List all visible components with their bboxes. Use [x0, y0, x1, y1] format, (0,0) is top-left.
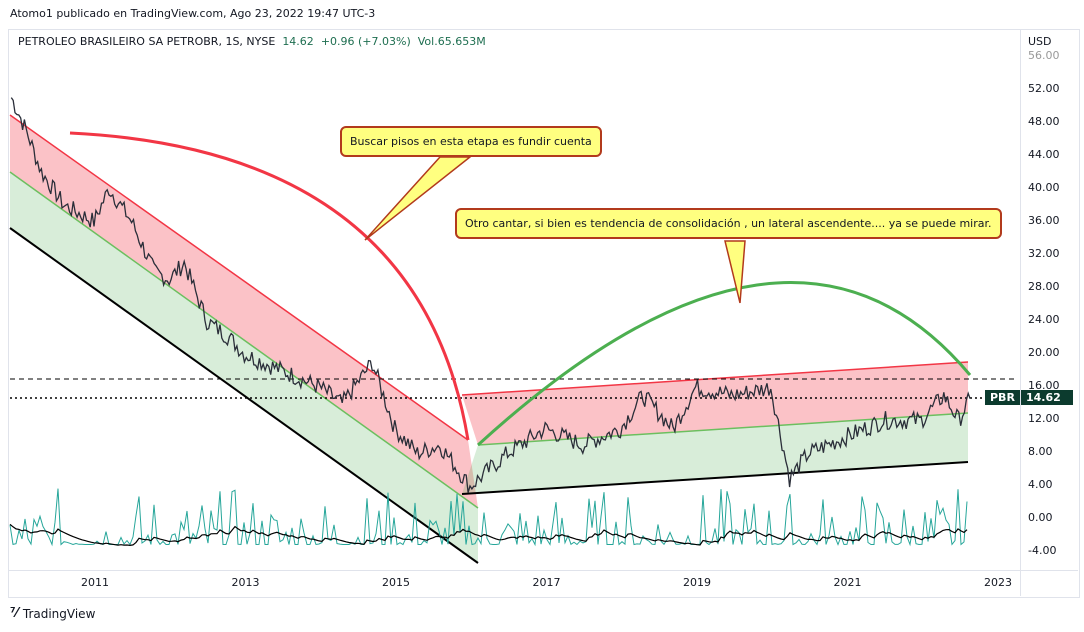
red-channel-1 [10, 115, 478, 508]
brand-name: TradingView [22, 606, 96, 621]
volume: Vol.65.653M [417, 35, 486, 48]
callout-1[interactable]: Buscar pisos en esta etapa es fundir cue… [340, 126, 602, 157]
red-arc [69, 131, 470, 441]
price-tick: 36.00 [1028, 214, 1060, 227]
price-tick: 16.00 [1028, 379, 1060, 392]
price-tag: 14.62 [1021, 390, 1073, 405]
symbol-legend[interactable]: PETROLEO BRASILEIRO SA PETROBR, 1S, NYSE… [18, 35, 486, 48]
price-tick: 20.00 [1028, 346, 1060, 359]
price-line [10, 97, 971, 493]
oscillator-average [9, 523, 968, 547]
red-trendline-1 [9, 114, 469, 441]
price-change: +0.96 (+7.03%) [320, 35, 411, 48]
tradingview-logo-icon: ⁷⁄ [10, 606, 18, 621]
black-trendline-1 [9, 227, 479, 564]
price-tick: 12.00 [1028, 412, 1060, 425]
price-tick: 4.00 [1028, 478, 1053, 491]
time-axis-border [8, 570, 1078, 571]
tradingview-brand: ⁷⁄ TradingView [10, 606, 95, 621]
chart-frame[interactable] [8, 29, 1080, 598]
oscillator-line [9, 488, 968, 547]
price-axis-border [1020, 29, 1021, 596]
time-tick: 2011 [81, 576, 109, 589]
callout-pointer-2 [724, 240, 746, 304]
price-tick: -4.00 [1028, 544, 1057, 557]
time-tick: 2019 [683, 576, 711, 589]
price-tick: 48.00 [1028, 115, 1060, 128]
green-channel-2 [462, 413, 968, 494]
callout-2[interactable]: Otro cantar, si bien es tendencia de con… [455, 208, 1002, 239]
green-trendline-1 [9, 171, 479, 509]
price-tick: 28.00 [1028, 280, 1060, 293]
time-tick: 2015 [382, 576, 410, 589]
price-tick: 44.00 [1028, 148, 1060, 161]
price-tick: 8.00 [1028, 445, 1053, 458]
price-tick: 40.00 [1028, 181, 1060, 194]
black-trendline-2 [461, 461, 969, 495]
symbol-tag: PBR [985, 390, 1020, 405]
red-channel-2 [462, 362, 968, 445]
price-tick: 24.00 [1028, 313, 1060, 326]
price-tick: 56.00 [1028, 49, 1060, 62]
price-tick: 52.00 [1028, 82, 1060, 95]
time-tick: 2023 [984, 576, 1012, 589]
symbol-name: PETROLEO BRASILEIRO SA PETROBR, 1S, NYSE [18, 35, 276, 48]
time-tick: 2017 [532, 576, 561, 589]
publish-info: Atomo1 publicado en TradingView.com, Ago… [10, 7, 376, 20]
callout-pointer-1 [364, 156, 473, 241]
time-tick: 2013 [231, 576, 260, 589]
price-tick: 0.00 [1028, 511, 1053, 524]
last-price: 14.62 [282, 35, 314, 48]
price-tick: 32.00 [1028, 247, 1060, 260]
green-channel-1 [10, 172, 478, 563]
currency-label: USD [1028, 35, 1052, 48]
green-arc [476, 281, 972, 447]
time-tick: 2021 [833, 576, 862, 589]
